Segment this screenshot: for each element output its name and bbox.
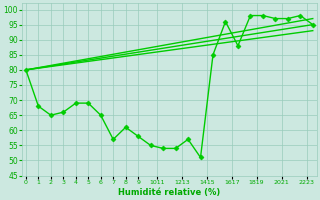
- X-axis label: Humidité relative (%): Humidité relative (%): [118, 188, 220, 197]
